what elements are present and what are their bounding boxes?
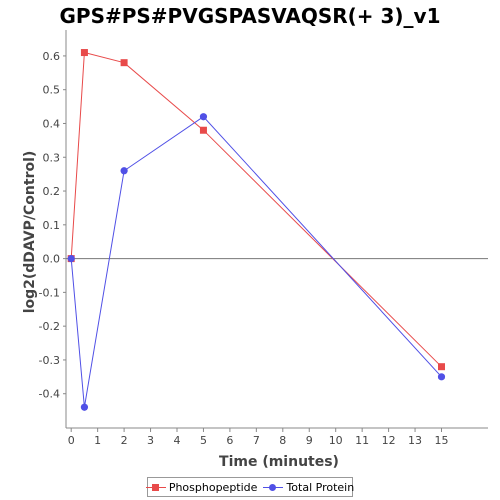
x-tick-label: 4 — [174, 434, 181, 447]
x-tick-label: 6 — [226, 434, 233, 447]
x-tick-label: 0 — [68, 434, 75, 447]
legend-item-total-protein: Total Protein — [263, 481, 354, 494]
y-axis: 0.6 0.5 0.4 0.3 0.2 0.1 0.0 -0.1 -0.2 -0.3 -0.4 — [39, 50, 66, 401]
chart-title: GPS#PS#PVGSPASVAQSR(+ 3)_v1 — [59, 4, 441, 28]
series-total-protein — [67, 113, 446, 411]
plot-area — [65, 30, 488, 429]
y-tick-label: 0.4 — [43, 117, 61, 130]
x-tick-label: 1 — [94, 434, 101, 447]
x-tick-label: 2 — [121, 434, 128, 447]
y-tick-label: 0.5 — [43, 84, 61, 97]
x-tick-label: 9 — [306, 434, 313, 447]
y-tick-label: 0.1 — [43, 219, 61, 232]
y-tick-label: 0.0 — [43, 253, 61, 266]
y-tick-label: -0.1 — [39, 286, 60, 299]
data-point — [80, 403, 89, 411]
plot-background — [66, 30, 488, 428]
y-tick-label: -0.2 — [39, 320, 60, 333]
data-point — [120, 59, 128, 67]
x-tick-label: 11 — [355, 434, 369, 447]
x-tick-label: 10 — [329, 434, 343, 447]
data-point — [199, 126, 207, 134]
y-tick-label: -0.3 — [39, 354, 60, 367]
y-tick-label: 0.3 — [43, 151, 61, 164]
circle-marker-icon — [263, 482, 284, 492]
data-point — [438, 363, 445, 371]
y-axis-label: log2(dDAVP/Control) — [22, 151, 38, 314]
x-tick-label: 15 — [435, 434, 449, 447]
x-tick-label: 12 — [382, 434, 396, 447]
legend-item-phosphopeptide: Phosphopeptide — [145, 480, 258, 494]
data-point — [67, 255, 75, 263]
series-layer — [67, 49, 446, 411]
x-tick-label: 3 — [147, 434, 154, 447]
x-axis-label: Time (minutes) — [219, 454, 339, 470]
y-tick-label: 0.2 — [43, 185, 61, 198]
y-tick-label: -0.4 — [39, 388, 60, 401]
square-marker-icon — [145, 482, 166, 492]
x-tick-label: 7 — [253, 434, 260, 447]
x-tick-label: 13 — [408, 434, 422, 447]
x-axis: 0 1 2 3 4 5 6 7 8 9 10 11 12 13 15 — [68, 428, 449, 447]
data-point — [199, 113, 208, 121]
y-tick-label: 0.6 — [43, 50, 61, 63]
legend-label: Phosphopeptide — [168, 480, 258, 494]
legend: Phosphopeptide Total Protein — [145, 477, 354, 497]
data-point — [437, 373, 446, 381]
x-tick-label: 5 — [200, 434, 207, 447]
data-point — [80, 49, 88, 57]
x-tick-label: 8 — [279, 434, 286, 447]
data-point — [120, 167, 128, 175]
legend-label: Total Protein — [286, 480, 355, 494]
